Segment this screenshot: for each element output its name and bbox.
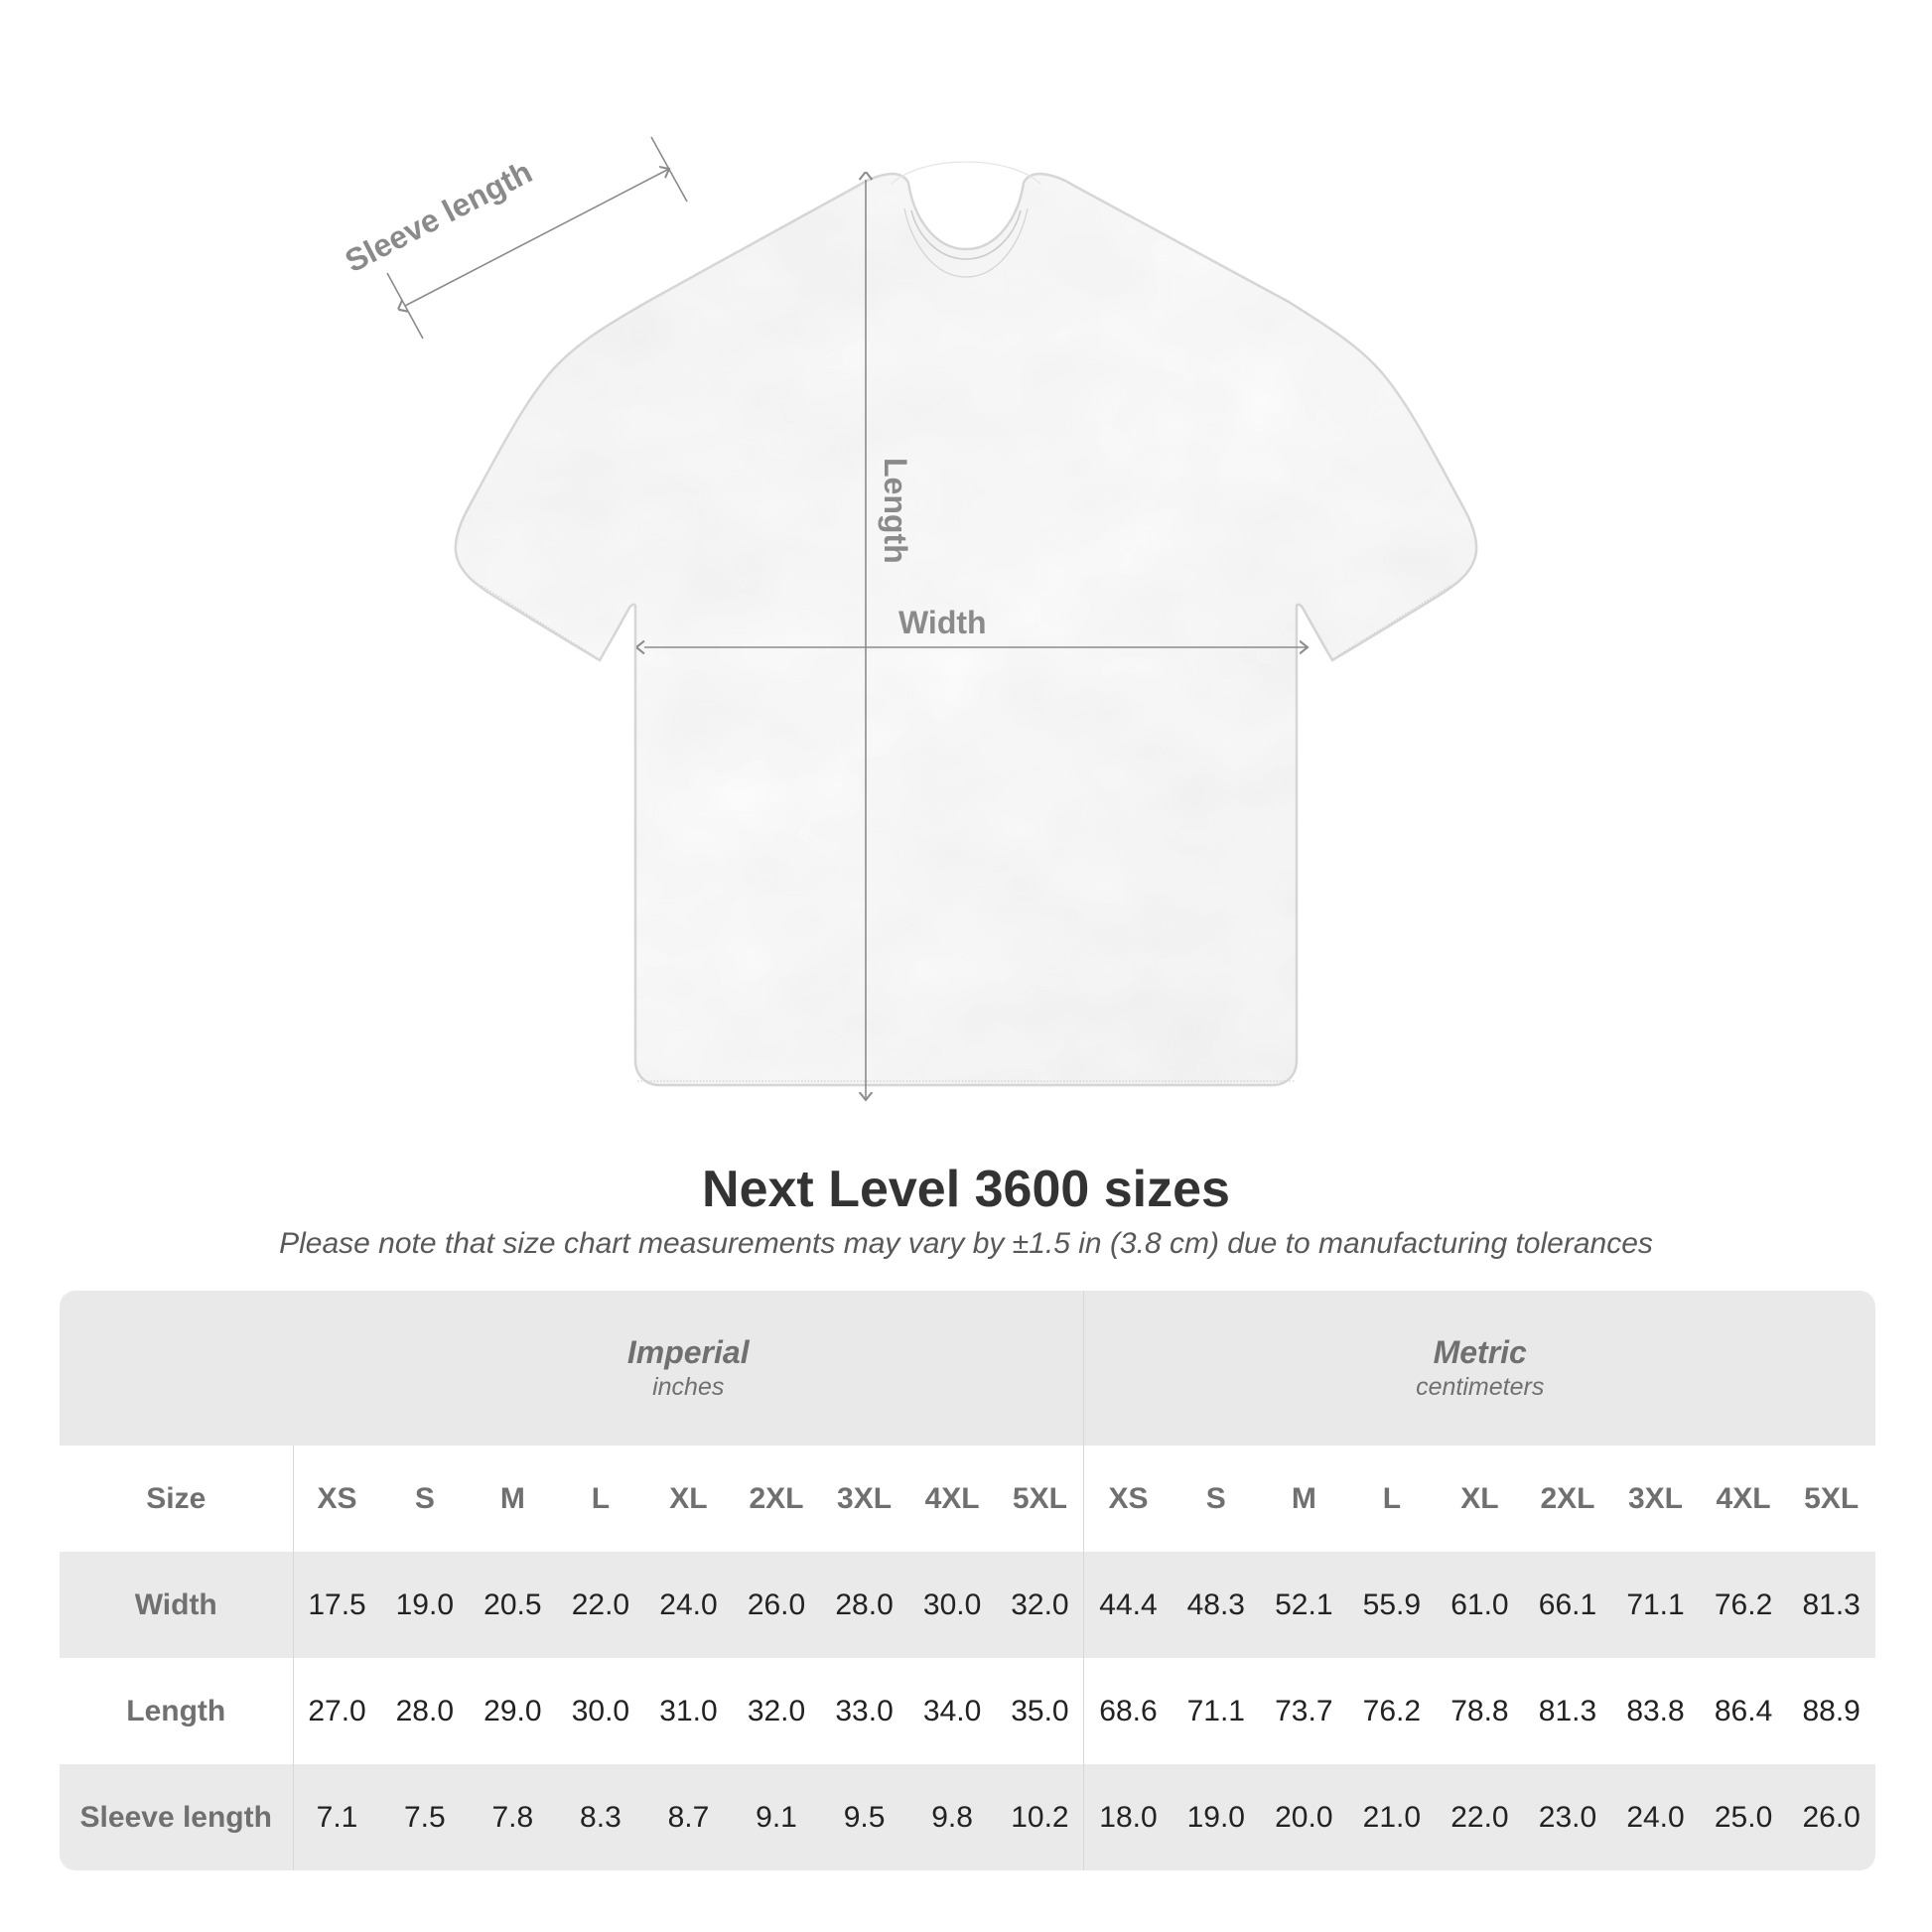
svg-text:Sleeve length: Sleeve length [340,154,538,280]
svg-text:Width: Width [898,605,987,640]
svg-text:Length: Length [878,458,913,564]
